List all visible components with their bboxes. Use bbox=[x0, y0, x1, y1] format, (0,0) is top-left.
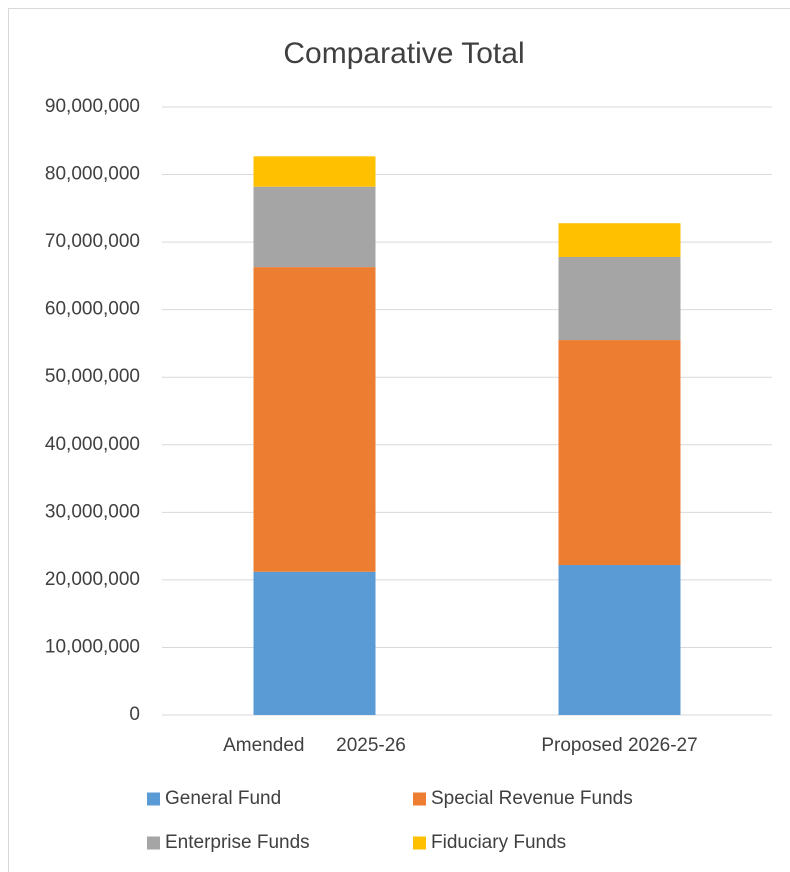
y-tick-label: 30,000,000 bbox=[45, 501, 140, 522]
y-tick-label: 40,000,000 bbox=[45, 434, 140, 455]
bar-segment bbox=[558, 223, 681, 257]
bar-segment bbox=[253, 186, 376, 268]
bar-segment bbox=[558, 565, 681, 715]
y-tick-label: 90,000,000 bbox=[45, 96, 140, 117]
legend-swatch bbox=[413, 792, 426, 806]
chart-title: Comparative Total bbox=[283, 37, 524, 70]
legend-label: Special Revenue Funds bbox=[431, 788, 633, 809]
bar-segment bbox=[558, 340, 681, 566]
legend-label: General Fund bbox=[165, 788, 281, 809]
bar-segment bbox=[558, 256, 681, 341]
legend-label: Enterprise Funds bbox=[165, 832, 310, 853]
legend-swatch bbox=[147, 792, 160, 806]
y-tick-label: 20,000,000 bbox=[45, 569, 140, 590]
y-tick-label: 60,000,000 bbox=[45, 299, 140, 320]
legend-label: Fiduciary Funds bbox=[431, 832, 566, 853]
y-tick-label: 80,000,000 bbox=[45, 164, 140, 185]
legend-swatch bbox=[147, 836, 160, 850]
x-tick-label: Proposed 2026-27 bbox=[541, 735, 697, 756]
bar-segment bbox=[253, 156, 376, 187]
bar-segment bbox=[253, 571, 376, 715]
x-tick-label: Amended 2025-26 bbox=[223, 735, 406, 756]
y-tick-label: 10,000,000 bbox=[45, 636, 140, 657]
y-tick-label: 70,000,000 bbox=[45, 231, 140, 252]
y-tick-label: 50,000,000 bbox=[45, 366, 140, 387]
bar-segment bbox=[253, 267, 376, 572]
y-tick-label: 0 bbox=[129, 704, 140, 725]
legend-swatch bbox=[413, 836, 426, 850]
